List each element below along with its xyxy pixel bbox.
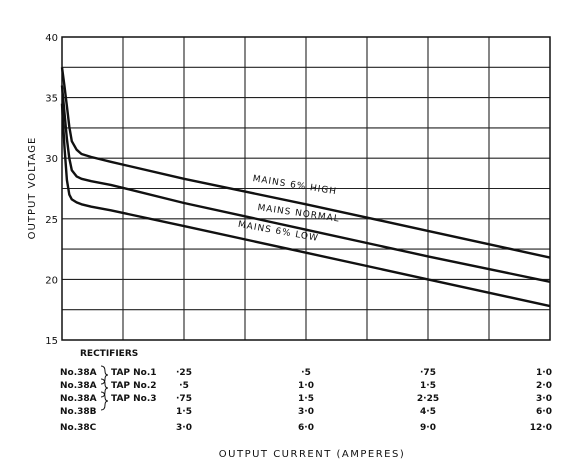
plot-frame [61,36,551,341]
rectifier-model: No.38A [60,381,97,391]
x-axis-label: OUTPUT CURRENT (AMPERES) [219,449,405,460]
current-value: 9·0 [420,423,436,433]
current-value: ·5 [179,381,189,391]
rectifier-model: No.38B [60,407,97,417]
series-lines [60,67,551,308]
rectifier-model: No.38A [60,394,97,404]
grid [62,37,550,340]
series-line [60,85,551,283]
y-tick-label: 30 [45,154,58,165]
y-tick-label: 35 [45,94,58,105]
y-tick-labels: 15 20 25 30 35 40 [45,33,58,347]
current-value: 12·0 [530,423,552,433]
current-value: ·75 [420,368,436,378]
current-value: 1·0 [298,381,314,391]
current-value: 6·0 [298,423,314,433]
series-line [60,103,551,308]
current-value: 2·0 [536,381,552,391]
current-value: 3·0 [298,407,314,417]
tap-brace [100,391,109,411]
rectifiers-header: RECTIFIERS [80,349,138,359]
current-value: 6·0 [536,407,552,417]
current-value: 1·5 [176,407,192,417]
tap-label: TAP No.3 [111,394,157,404]
rectifier-model: No.38A [60,368,97,378]
current-value: ·5 [301,368,311,378]
current-value: 1·0 [536,368,552,378]
y-axis-label: OUTPUT VOLTAGE [27,137,38,240]
series-line [60,67,551,259]
y-tick-label: 15 [45,336,58,347]
current-value: 3·0 [536,394,552,404]
y-tick-label: 40 [45,33,58,44]
current-value: 4·5 [420,407,436,417]
current-value: ·75 [176,394,192,404]
current-value: 2·25 [417,394,439,404]
current-value: ·25 [176,368,192,378]
y-tick-label: 20 [45,275,58,286]
rectifier-current-scales: No.38A TAP No.1 ·25 ·5 ·75 1·0 No.38A TAP No.2 ·… [60,365,552,433]
rectifier-model: No.38C [60,423,97,433]
current-value: 3·0 [176,423,192,433]
current-value: 1·5 [420,381,436,391]
y-tick-label: 25 [45,215,58,226]
current-value: 1·5 [298,394,314,404]
tap-label: TAP No.2 [111,381,157,391]
tap-label: TAP No.1 [111,368,157,378]
